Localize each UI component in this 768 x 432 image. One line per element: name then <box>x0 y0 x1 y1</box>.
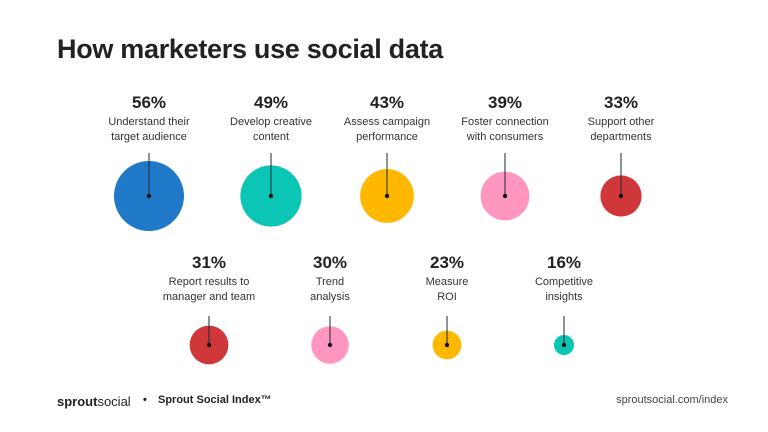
percent-label: 56% <box>131 93 167 112</box>
percent-label: 33% <box>603 93 639 112</box>
category-label: Foster connection with consumers <box>435 115 575 145</box>
bubble-label: 31% Report results to manager and team <box>139 253 279 305</box>
label-line-2: insights <box>545 291 583 303</box>
label-line-1: Report results to <box>168 276 250 288</box>
label-line-1: Trend <box>315 276 345 288</box>
label-line-1: Understand their <box>108 116 190 128</box>
center-dot <box>444 342 450 348</box>
center-dot <box>384 193 390 199</box>
label-line-1: Competitive <box>534 276 594 288</box>
bubble-label: 49% Develop creative content <box>201 93 341 145</box>
bubble-label: 16% Competitive insights <box>494 253 634 305</box>
label-line-2: content <box>252 131 290 143</box>
center-dot <box>502 193 508 199</box>
center-dot <box>327 342 333 348</box>
category-label: Assess campaign performance <box>317 115 457 145</box>
category-label: Report results to manager and team <box>139 275 279 305</box>
center-dot <box>268 193 274 199</box>
label-line-2: manager and team <box>162 291 256 303</box>
logo-bold: sprout <box>57 394 98 409</box>
category-label: Develop creative content <box>201 115 341 145</box>
percent-label: 39% <box>487 93 523 112</box>
label-line-2: performance <box>356 131 418 143</box>
separator: • <box>143 394 147 406</box>
label-line-1: Support other <box>587 116 655 128</box>
bubble-label: 56% Understand their target audience <box>79 93 219 145</box>
label-line-1: Assess campaign <box>343 116 431 128</box>
category-label: Understand their target audience <box>79 115 219 145</box>
center-dot <box>618 193 624 199</box>
percent-label: 43% <box>369 93 405 112</box>
bubble-label: 23% Measure ROI <box>377 253 517 305</box>
page-title: How marketers use social data <box>57 34 443 64</box>
logo-light: social <box>97 394 131 409</box>
category-label: Trend analysis <box>260 275 400 305</box>
center-dot <box>561 342 567 348</box>
percent-label: 16% <box>546 253 582 272</box>
label-line-2: analysis <box>310 291 350 303</box>
label-line-2: ROI <box>437 291 457 303</box>
category-label: Measure ROI <box>377 275 517 305</box>
percent-label: 49% <box>253 93 289 112</box>
source-url[interactable]: sproutsocial.com/index <box>616 394 728 406</box>
label-line-2: target audience <box>111 131 187 143</box>
center-dot <box>146 193 152 199</box>
bubble-label: 30% Trend analysis <box>260 253 400 305</box>
bubble-label: 39% Foster connection with consumers <box>435 93 575 145</box>
label-line-1: Measure <box>425 276 469 288</box>
label-line-2: with consumers <box>466 131 544 143</box>
percent-label: 23% <box>429 253 465 272</box>
percent-label: 30% <box>312 253 348 272</box>
sprout-social-logo: sproutsocial <box>57 394 131 409</box>
center-dot <box>206 342 212 348</box>
category-label: Support other departments <box>551 115 691 145</box>
bubble-label: 33% Support other departments <box>551 93 691 145</box>
index-name: Sprout Social Index™ <box>158 394 272 406</box>
label-line-2: departments <box>590 131 652 143</box>
percent-label: 31% <box>191 253 227 272</box>
category-label: Competitive insights <box>494 275 634 305</box>
label-line-1: Develop creative <box>230 116 312 128</box>
label-line-1: Foster connection <box>461 116 549 128</box>
bubble-label: 43% Assess campaign performance <box>317 93 457 145</box>
